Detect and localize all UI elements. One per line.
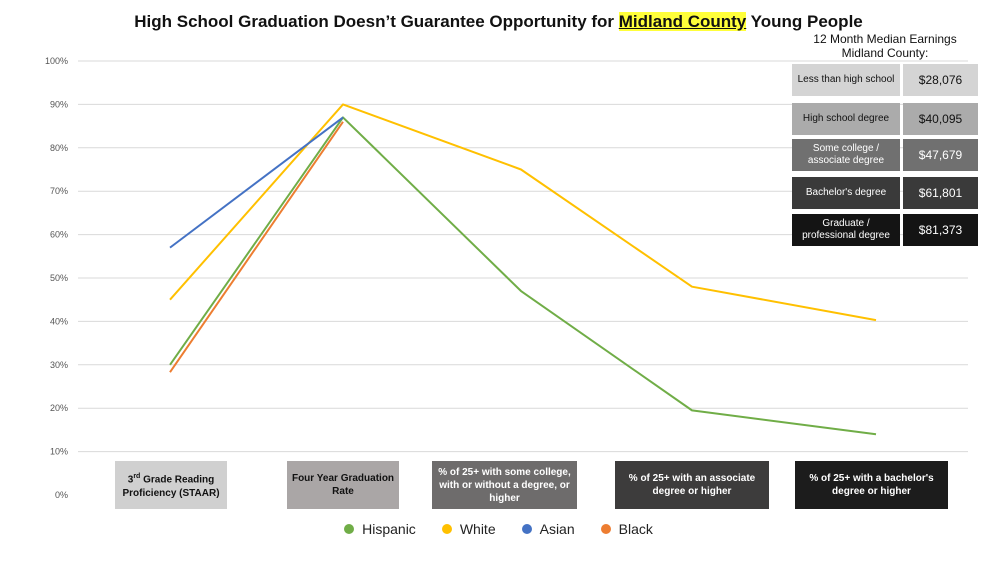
y-tick-label: 60% [50, 230, 68, 240]
series-line-black [169, 121, 344, 373]
category-label-2: Four Year Graduation Rate [287, 461, 399, 509]
earnings-value: $47,679 [903, 139, 978, 171]
earnings-label: Bachelor's degree [792, 177, 900, 209]
legend-item-asian: Asian [521, 521, 575, 537]
legend-label: Black [618, 521, 653, 537]
title-text-before: High School Graduation Doesn’t Guarantee… [134, 12, 619, 31]
legend-marker [344, 524, 355, 534]
category-label-4: % of 25+ with an associate degree or hig… [615, 461, 769, 509]
title-highlight: Midland County [618, 12, 747, 31]
earnings-row: Bachelor's degree $61,801 [792, 177, 982, 209]
earnings-label: High school degree [792, 103, 900, 135]
chart-title: High School Graduation Doesn’t Guarantee… [0, 12, 997, 32]
legend-marker [600, 524, 611, 534]
earnings-row: Some college / associate degree $47,679 [792, 139, 982, 171]
y-tick-label: 10% [50, 447, 68, 457]
legend-item-white: White [441, 521, 496, 537]
legend-marker [521, 524, 532, 534]
legend-marker [441, 524, 452, 534]
earnings-value: $40,095 [903, 103, 978, 135]
y-tick-label: 30% [50, 360, 68, 370]
series-line-hispanic [169, 116, 877, 436]
earnings-heading: 12 Month Median Earnings Midland County: [790, 32, 980, 60]
chart-legend: Hispanic White Asian Black [0, 521, 997, 537]
y-tick-label: 40% [50, 316, 68, 326]
legend-label: Hispanic [362, 521, 416, 537]
earnings-label: Less than high school [792, 64, 900, 96]
earnings-row: Graduate / professional degree $81,373 [792, 214, 982, 246]
series-line-white [169, 103, 877, 322]
earnings-row: High school degree $40,095 [792, 103, 982, 135]
y-tick-label: 50% [50, 273, 68, 283]
y-tick-label: 0% [55, 490, 68, 500]
y-tick-label: 90% [50, 99, 68, 109]
legend-item-hispanic: Hispanic [344, 521, 416, 537]
earnings-heading-line2: Midland County: [841, 46, 929, 60]
legend-label: Asian [539, 521, 575, 537]
earnings-label: Graduate / professional degree [792, 214, 900, 246]
series-line-asian [169, 116, 344, 249]
category-label-3: % of 25+ with some college, with or with… [432, 461, 577, 509]
earnings-heading-line1: 12 Month Median Earnings [813, 32, 957, 46]
y-tick-label: 20% [50, 403, 68, 413]
y-tick-label: 100% [45, 56, 68, 66]
category-label-5: % of 25+ with a bachelor's degree or hig… [795, 461, 948, 509]
earnings-label: Some college / associate degree [792, 139, 900, 171]
title-text-after: Young People [746, 12, 863, 31]
legend-item-black: Black [600, 521, 653, 537]
earnings-value: $28,076 [903, 64, 978, 96]
y-tick-label: 70% [50, 186, 68, 196]
earnings-row: Less than high school $28,076 [792, 64, 982, 96]
legend-label: White [459, 521, 496, 537]
earnings-value: $61,801 [903, 177, 978, 209]
earnings-value: $81,373 [903, 214, 978, 246]
y-tick-label: 80% [50, 143, 68, 153]
category-label-1: 3rd Grade Reading Proficiency (STAAR) [115, 461, 227, 509]
